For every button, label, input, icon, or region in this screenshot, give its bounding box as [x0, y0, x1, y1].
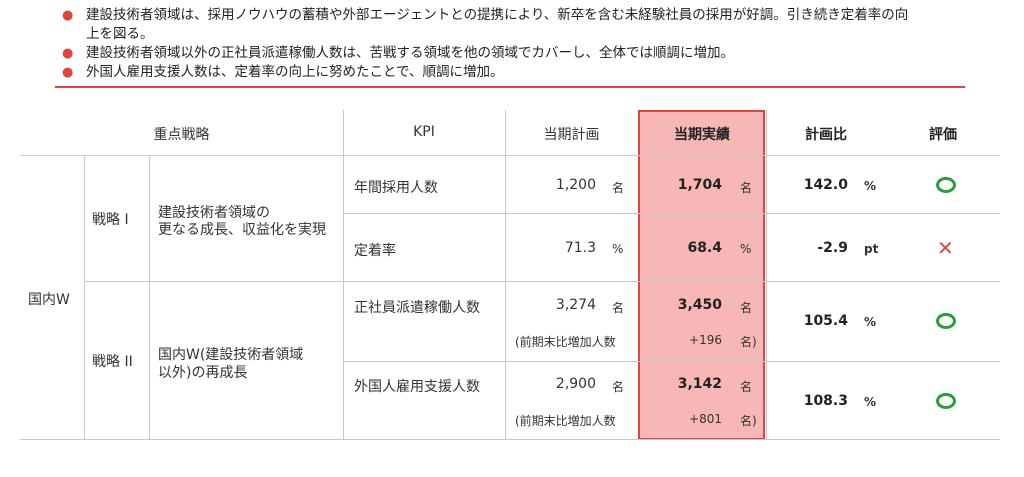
bullet-item: ● 建設技術者領域以外の正社員派遣稼働人数は、苦戦する領域を他の領域でカバーし、…	[62, 44, 972, 63]
ratio-unit: %	[864, 395, 877, 409]
sub-unit: 名)	[740, 414, 757, 428]
kpi-label: 正社員派遣稼働人数	[354, 300, 480, 316]
ratio-unit: %	[864, 315, 877, 329]
bullet-text: 建設技術者領域以外の正社員派遣稼働人数は、苦戦する領域を他の領域でカバーし、全体…	[86, 45, 734, 61]
ratio-value: 105.4	[803, 313, 848, 329]
bullet-text: 建設技術者領域は、採用ノウハウの蓄積や外部エージェントとの提携により、新卒を含む…	[86, 7, 909, 23]
actual-value: 3,450	[677, 297, 722, 313]
header-eval: 評価	[929, 127, 957, 143]
bullet-text: 外国人雇用支援人数は、定着率の向上に努めたことで、順調に増加。	[86, 64, 504, 80]
actual-unit: 名	[740, 301, 753, 315]
circle-icon	[936, 177, 956, 193]
bullet-item: ● 外国人雇用支援人数は、定着率の向上に努めたことで、順調に増加。	[62, 63, 972, 82]
sub-unit: 名)	[740, 335, 757, 349]
actual-unit: 名	[740, 380, 753, 394]
header-strategy: 重点戦略	[153, 127, 210, 143]
plan-unit: 名	[612, 380, 625, 394]
actual-value: 3,142	[677, 376, 722, 392]
divider	[149, 155, 150, 439]
ratio-unit: %	[864, 179, 877, 193]
bullet-dot-icon: ●	[62, 65, 74, 80]
bullet-list: ● 建設技術者領域は、採用ノウハウの蓄積や外部エージェントとの提携により、新卒を…	[62, 6, 972, 82]
plan-unit: %	[612, 242, 624, 256]
header-actual: 当期実績	[674, 127, 730, 143]
ratio-value: 108.3	[803, 393, 848, 409]
plan-value: 2,900	[555, 376, 596, 392]
sub-value: +196	[689, 333, 722, 347]
divider	[343, 361, 1000, 362]
plan-unit: 名	[612, 181, 625, 195]
divider	[20, 439, 1000, 440]
divider	[20, 155, 1000, 156]
plan-value: 1,200	[555, 177, 596, 193]
header-plan: 当期計画	[543, 127, 600, 143]
sub-label: (前期末比増加人数	[515, 414, 616, 428]
kpi-label: 定着率	[354, 243, 396, 259]
divider	[343, 213, 1000, 214]
divider	[505, 110, 506, 439]
bullet-text: 上を図る。	[86, 26, 154, 42]
plan-value: 3,274	[555, 297, 596, 313]
header-ratio: 計画比	[805, 127, 847, 143]
actual-column-highlight	[638, 110, 765, 440]
strategy-1-desc: 更なる成長、収益化を実現	[158, 222, 326, 238]
divider	[84, 155, 85, 439]
divider	[766, 110, 767, 439]
actual-unit: %	[740, 242, 752, 256]
ratio-value: 142.0	[803, 177, 848, 193]
strategy-1-name: 戦略 I	[92, 212, 129, 228]
divider	[343, 110, 344, 439]
circle-icon	[936, 313, 956, 329]
actual-unit: 名	[740, 181, 753, 195]
circle-icon	[936, 393, 956, 409]
strategy-2-desc: 以外)の再成長	[158, 365, 248, 381]
sub-label: (前期末比増加人数	[515, 335, 616, 349]
plan-unit: 名	[612, 301, 625, 315]
actual-value: 68.4	[687, 240, 722, 256]
bullet-dot-icon: ●	[62, 46, 74, 61]
kpi-label: 外国人雇用支援人数	[354, 379, 480, 395]
ratio-unit: pt	[864, 242, 879, 256]
actual-value: 1,704	[677, 177, 722, 193]
bullet-dot-icon: ●	[62, 8, 74, 23]
plan-value: 71.3	[564, 240, 596, 256]
divider	[55, 86, 965, 88]
bullet-item: ● 建設技術者領域は、採用ノウハウの蓄積や外部エージェントとの提携により、新卒を…	[62, 6, 972, 44]
divider	[84, 281, 1000, 282]
ratio-value: -2.9	[817, 240, 848, 256]
cross-icon: ✕	[937, 236, 954, 260]
strategy-2-desc: 国内W(建設技術者領域	[158, 347, 304, 363]
segment-label: 国内W	[28, 292, 70, 308]
sub-value: +801	[689, 412, 722, 426]
header-kpi: KPI	[413, 124, 435, 140]
strategy-1-desc: 建設技術者領域の	[158, 205, 270, 221]
kpi-label: 年間採用人数	[354, 180, 438, 196]
strategy-2-name: 戦略 II	[92, 354, 133, 370]
